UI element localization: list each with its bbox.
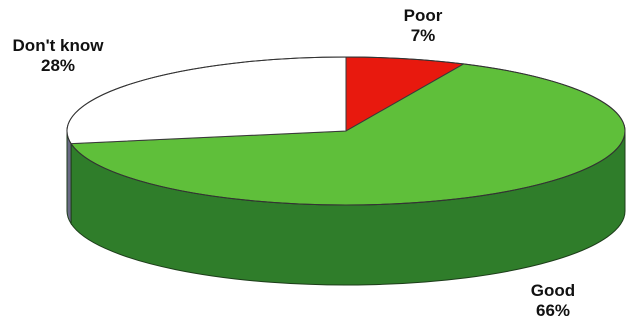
- slice-label-poor-name: Poor: [403, 6, 443, 25]
- slice-label-good-name: Good: [530, 281, 576, 300]
- slice-label-good: Good 66%: [508, 281, 598, 321]
- slice-label-dont-know-name: Don't know: [12, 36, 104, 55]
- slice-label-dont-know: Don't know 28%: [0, 36, 122, 76]
- pie-side-don-t-know: [66, 130, 72, 226]
- slice-label-poor-value: 7%: [410, 26, 436, 45]
- slice-label-good-value: 66%: [535, 301, 571, 320]
- slice-label-poor: Poor 7%: [378, 6, 468, 46]
- slice-label-dont-know-value: 28%: [40, 56, 76, 75]
- pie-rim: [66, 56, 626, 206]
